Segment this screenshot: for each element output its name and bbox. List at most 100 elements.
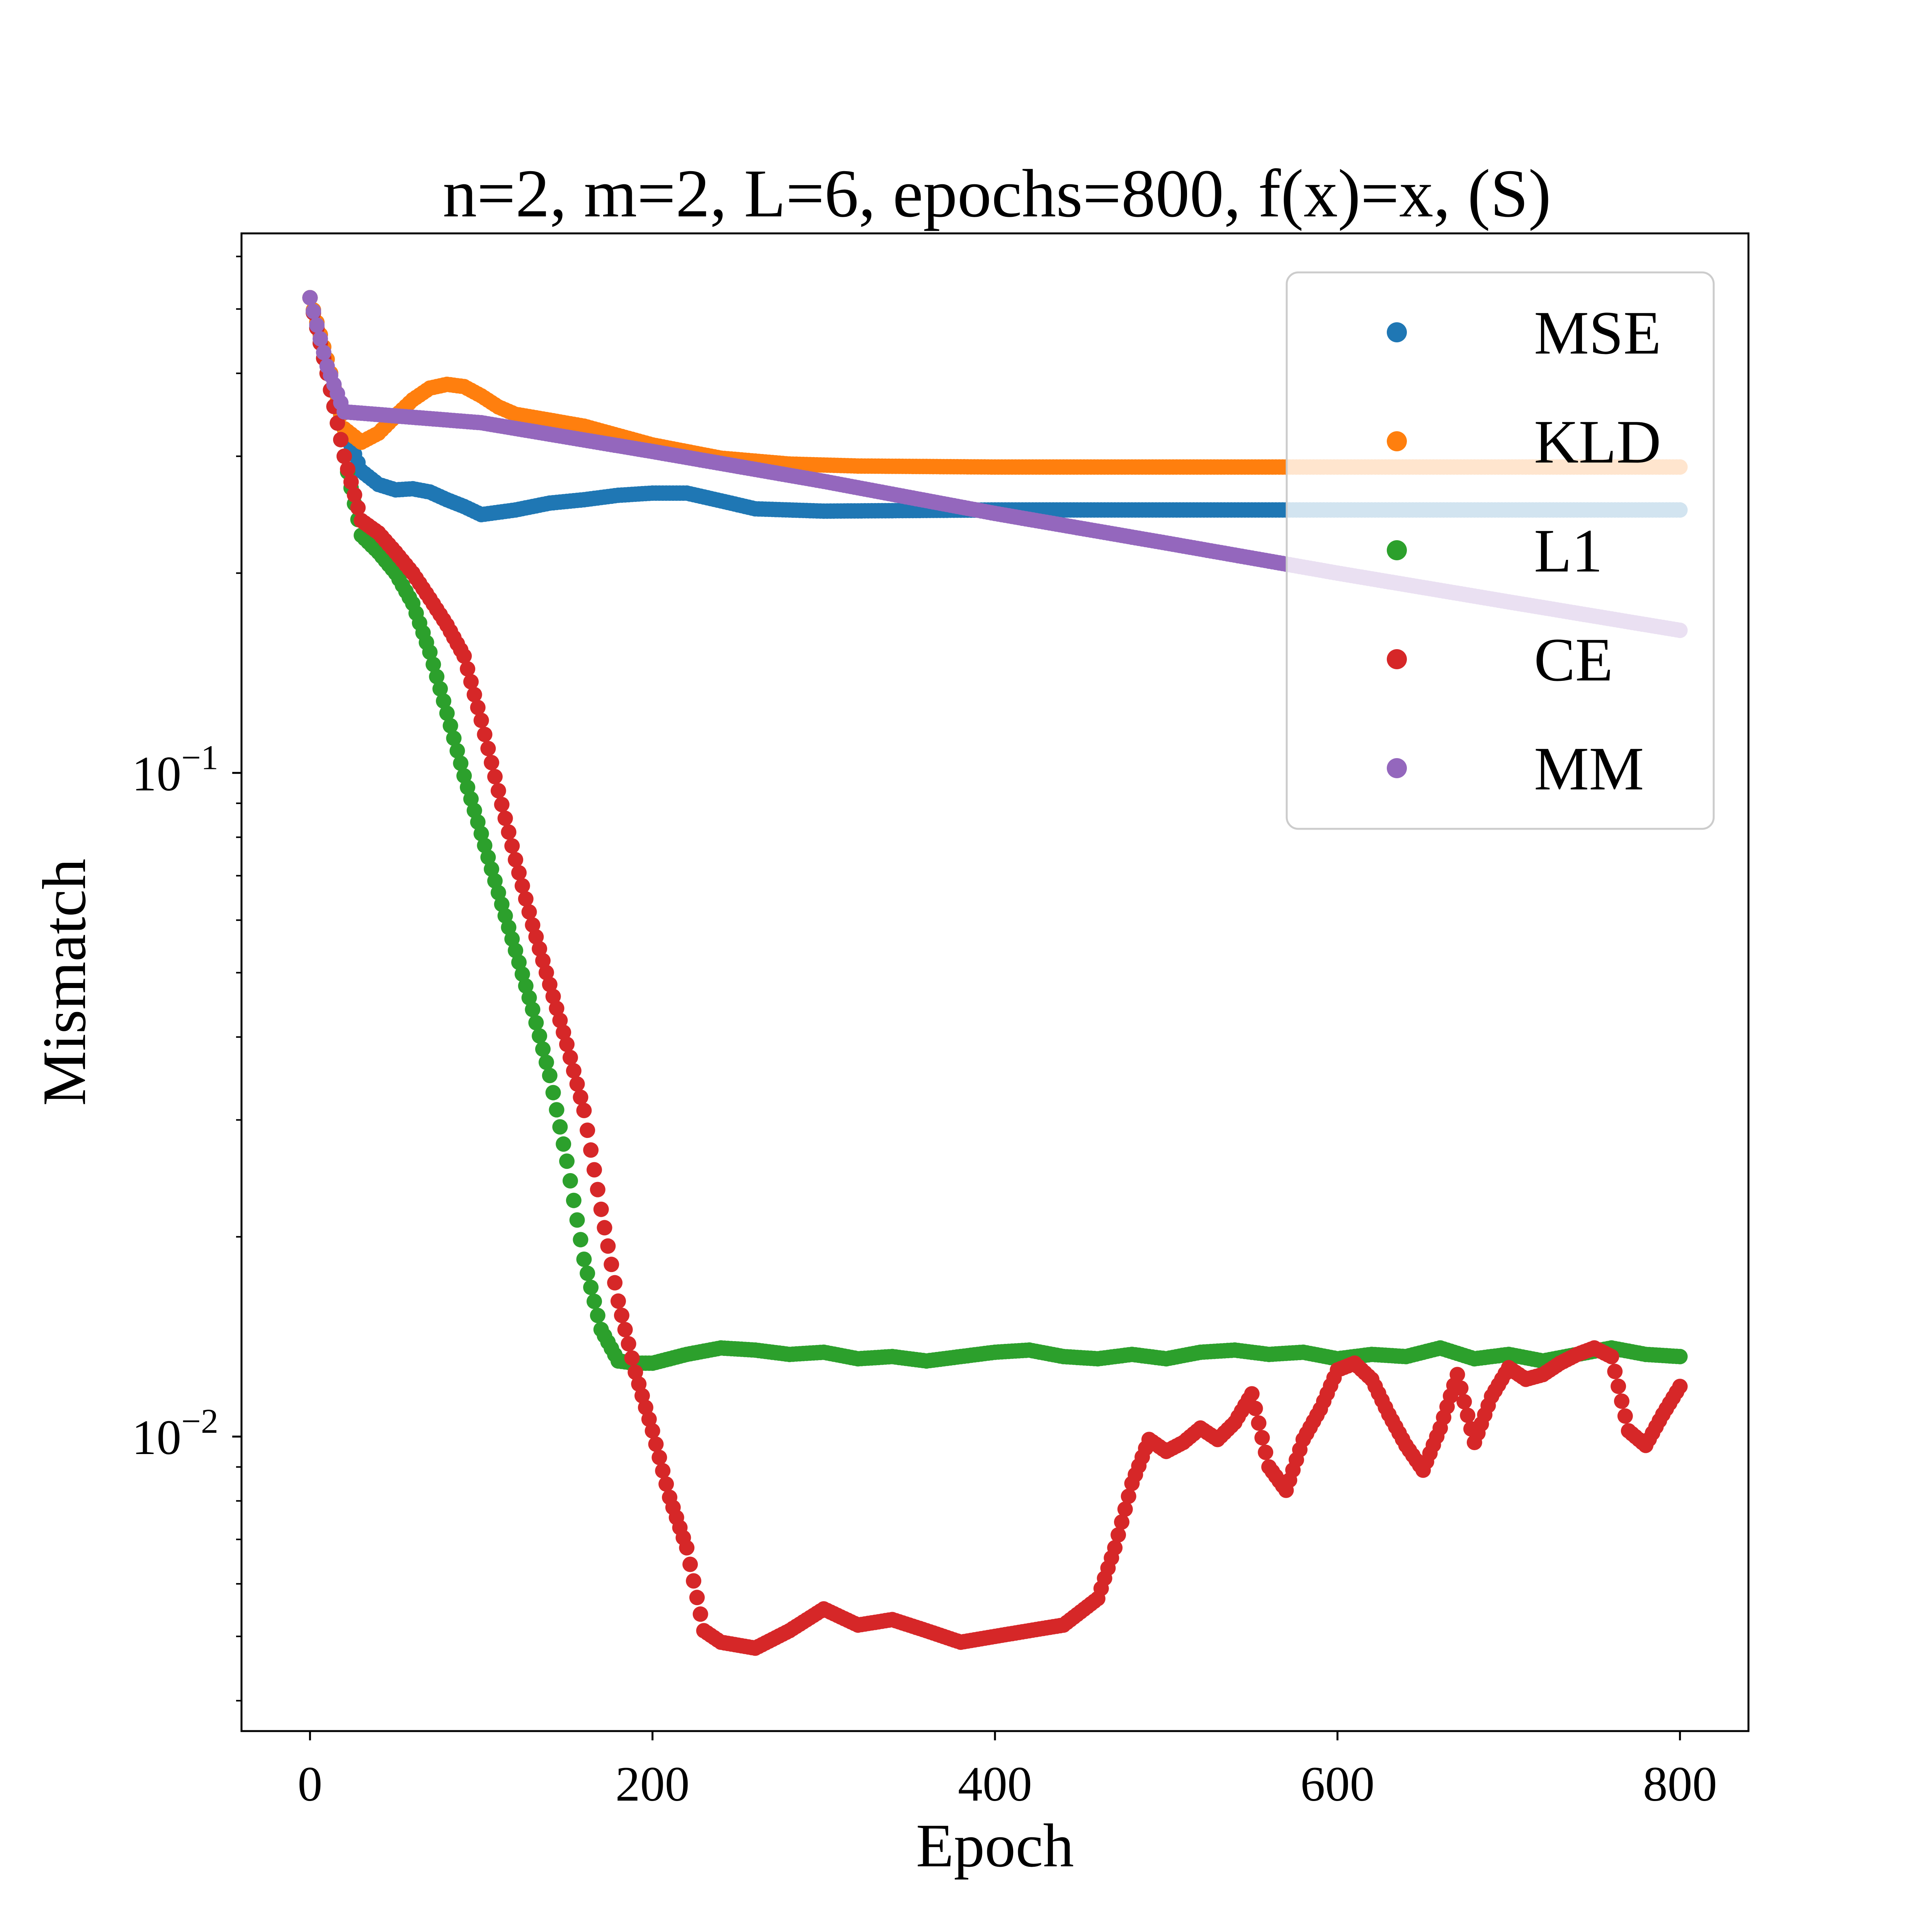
data-point-l1: [463, 791, 479, 807]
x-tick-label: 800: [1643, 1757, 1717, 1811]
data-point-ce: [556, 1024, 571, 1040]
data-point-ce: [1617, 1408, 1633, 1424]
data-point-ce: [343, 474, 359, 490]
data-point-ce: [1114, 1514, 1129, 1530]
data-point-ce: [593, 1201, 609, 1217]
data-point-l1: [429, 669, 445, 685]
y-tick-label: 10−2: [132, 1402, 218, 1465]
data-point-l1: [556, 1136, 571, 1152]
data-point-l1: [535, 1041, 551, 1057]
chart-title: n=2, m=2, L=6, epochs=800, f(x)=x, (S): [443, 156, 1551, 231]
data-point-ce: [1456, 1394, 1472, 1410]
data-point-l1: [521, 990, 537, 1006]
legend-marker-ce: [1387, 649, 1407, 669]
data-point-l1: [473, 826, 489, 842]
data-point-mm: [316, 345, 332, 361]
data-point-ce: [1251, 1415, 1267, 1431]
data-point-ce: [549, 1000, 565, 1016]
data-point-ce: [477, 726, 493, 742]
data-point-l1: [480, 849, 496, 865]
legend-marker-mse: [1387, 322, 1407, 342]
data-point-ce: [480, 741, 496, 757]
legend-label-l1: L1: [1534, 516, 1603, 585]
legend-label-kld: KLD: [1534, 407, 1661, 476]
data-point-l1: [508, 942, 524, 958]
data-point-l1: [542, 1068, 558, 1083]
data-point-l1: [549, 1102, 565, 1118]
data-point-ce: [576, 1102, 592, 1118]
data-point-ce: [587, 1162, 602, 1178]
data-point-ce: [1604, 1349, 1619, 1364]
data-point-l1: [528, 1015, 544, 1031]
legend-marker-kld: [1387, 431, 1407, 451]
data-point-ce: [1449, 1367, 1465, 1383]
data-point-ce: [1258, 1444, 1274, 1460]
data-point-ce: [518, 891, 534, 907]
data-point-ce: [634, 1388, 650, 1404]
data-point-ce: [1672, 1379, 1688, 1395]
data-point-l1: [569, 1212, 585, 1228]
legend-marker-mm: [1387, 758, 1407, 778]
data-point-ce: [542, 976, 558, 992]
data-point-ce: [545, 988, 561, 1004]
data-point-ce: [494, 797, 510, 813]
data-point-l1: [487, 873, 503, 889]
data-point-ce: [583, 1142, 599, 1158]
data-point-ce: [562, 1049, 578, 1065]
x-tick-label: 600: [1300, 1757, 1374, 1811]
data-point-l1: [590, 1308, 605, 1323]
data-point-ce: [501, 824, 517, 840]
data-point-ce: [651, 1449, 667, 1465]
data-point-l1: [436, 693, 451, 709]
data-point-ce: [538, 965, 554, 980]
series-ce: [302, 290, 1688, 1656]
data-point-l1: [562, 1173, 578, 1189]
data-point-l1: [545, 1085, 561, 1100]
data-point-mm: [312, 331, 328, 347]
data-point-l1: [449, 743, 465, 759]
data-point-ce: [1121, 1488, 1136, 1504]
data-point-ce: [689, 1590, 705, 1605]
data-point-ce: [566, 1063, 582, 1079]
data-point-ce: [460, 661, 475, 677]
data-point-ce: [569, 1076, 585, 1092]
data-point-l1: [439, 705, 455, 721]
data-point-ce: [1453, 1380, 1469, 1396]
data-point-ce: [487, 769, 503, 784]
data-point-ce: [535, 953, 551, 969]
data-point-ce: [511, 865, 527, 881]
data-point-ce: [1460, 1407, 1476, 1423]
data-point-mm: [309, 317, 325, 333]
legend-entries: MSE KLD L1 CE MM: [1387, 298, 1661, 803]
legend-label-ce: CE: [1534, 625, 1613, 694]
data-point-l1: [580, 1265, 595, 1281]
data-point-l1: [576, 1252, 592, 1267]
data-point-l1: [538, 1054, 554, 1070]
data-point-ce: [463, 674, 479, 690]
data-point-ce: [645, 1423, 660, 1439]
data-point-ce: [508, 852, 524, 867]
data-point-ce: [648, 1436, 664, 1452]
data-point-ce: [350, 500, 366, 515]
x-axis-label: Epoch: [916, 1811, 1074, 1880]
data-point-ce: [1247, 1401, 1263, 1416]
data-point-l1: [446, 730, 462, 746]
data-point-ce: [621, 1336, 636, 1352]
x-tick-label: 400: [958, 1757, 1032, 1811]
data-point-ce: [528, 929, 544, 945]
x-axis: 0 200 400 600 800: [298, 1731, 1717, 1811]
data-point-ce: [692, 1606, 708, 1622]
data-point-l1: [532, 1028, 548, 1044]
data-point-ce: [614, 1308, 629, 1323]
data-point-ce: [682, 1556, 698, 1572]
data-point-l1: [484, 861, 499, 877]
data-point-ce: [624, 1350, 640, 1366]
data-point-ce: [470, 700, 486, 715]
data-point-ce: [1607, 1364, 1623, 1379]
data-point-ce: [573, 1089, 588, 1105]
data-point-l1: [583, 1279, 599, 1295]
data-point-ce: [456, 648, 472, 664]
data-point-l1: [422, 644, 438, 660]
data-point-l1: [511, 954, 527, 970]
